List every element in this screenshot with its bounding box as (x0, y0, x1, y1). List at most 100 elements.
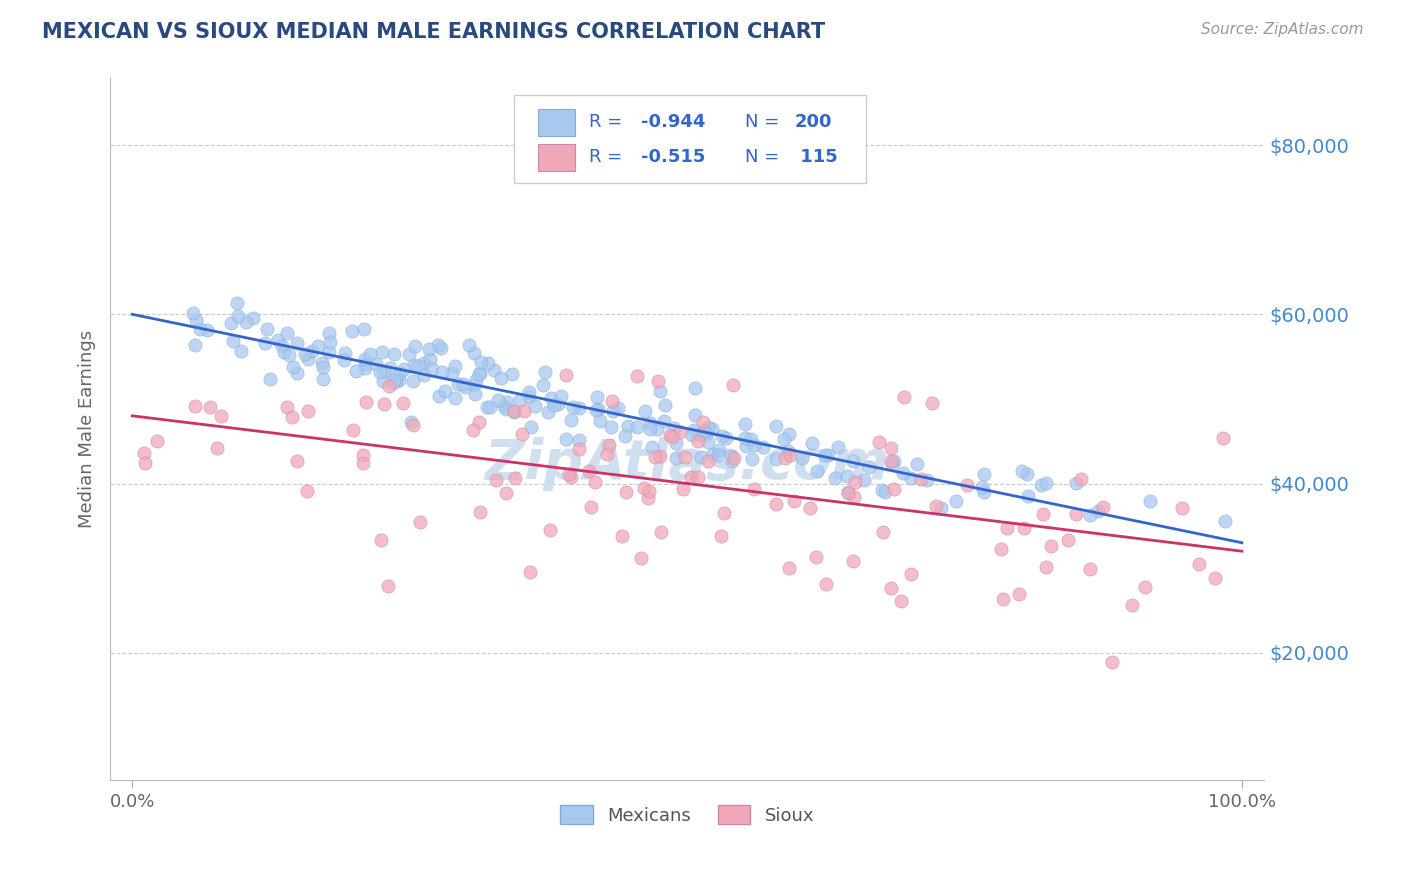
Point (1029, 477, 1052, 491)
Point (842, 490, 865, 504)
Point (700, 422, 723, 436)
Point (184, 399, 207, 413)
Point (872, 524, 894, 539)
Point (482, 363, 505, 377)
Point (242, 311, 264, 326)
Point (434, 384, 457, 399)
Point (537, 404, 560, 418)
Point (1204, 571, 1226, 585)
Point (389, 366, 412, 380)
Point (560, 469, 582, 483)
Point (184, 337, 207, 351)
Point (586, 390, 609, 404)
Point (1080, 508, 1102, 522)
Point (184, 312, 207, 326)
Point (392, 362, 415, 376)
Point (1135, 580, 1157, 594)
Point (235, 315, 257, 329)
Point (1039, 539, 1062, 553)
Point (492, 399, 515, 413)
Point (970, 480, 993, 494)
Point (744, 438, 766, 452)
Point (638, 422, 661, 436)
Point (647, 375, 669, 389)
Point (510, 426, 533, 441)
Point (695, 426, 717, 441)
Point (387, 373, 409, 387)
Point (413, 368, 436, 382)
Point (650, 524, 672, 539)
Point (373, 364, 395, 378)
Point (734, 417, 756, 431)
Point (470, 367, 492, 381)
Point (475, 400, 498, 414)
Point (256, 321, 278, 335)
Point (134, 456, 156, 470)
Point (734, 439, 756, 453)
Point (524, 399, 547, 413)
Text: N =: N = (745, 148, 785, 167)
Point (281, 359, 304, 374)
Point (496, 395, 519, 409)
Legend: Mexicans, Sioux: Mexicans, Sioux (551, 797, 824, 834)
Point (503, 404, 526, 418)
Text: N =: N = (745, 113, 785, 131)
Point (880, 454, 903, 468)
Point (683, 408, 706, 422)
Point (420, 361, 443, 376)
Point (686, 434, 709, 449)
Point (413, 356, 436, 370)
Point (312, 371, 335, 385)
Point (883, 454, 905, 468)
Point (710, 529, 733, 543)
Point (285, 335, 308, 350)
Point (891, 466, 914, 480)
Point (426, 338, 449, 352)
Point (879, 581, 901, 595)
Point (690, 450, 713, 465)
Point (1035, 559, 1057, 574)
Point (377, 579, 399, 593)
Point (765, 497, 787, 511)
Point (688, 470, 710, 484)
Point (801, 436, 824, 450)
Point (285, 366, 308, 380)
Point (276, 400, 298, 414)
Point (638, 483, 661, 498)
Point (742, 482, 765, 496)
Point (146, 434, 169, 449)
Point (602, 403, 624, 417)
Point (638, 416, 661, 430)
Point (868, 435, 890, 450)
Point (226, 309, 249, 323)
Point (1101, 655, 1123, 669)
Point (990, 542, 1012, 557)
Point (486, 393, 509, 408)
Point (648, 450, 671, 464)
Point (468, 505, 491, 519)
Point (1139, 494, 1161, 508)
Point (352, 448, 374, 462)
Y-axis label: Median Male Earnings: Median Male Earnings (79, 329, 96, 527)
Point (295, 483, 318, 498)
Point (665, 436, 688, 450)
Point (519, 566, 541, 580)
Point (567, 401, 589, 416)
Point (463, 346, 485, 360)
Point (1017, 489, 1039, 503)
Point (910, 472, 932, 486)
Point (993, 592, 1015, 607)
Point (554, 432, 576, 446)
Point (1032, 508, 1054, 522)
Point (503, 470, 526, 484)
Point (209, 409, 232, 423)
Point (353, 322, 375, 336)
Point (778, 443, 800, 458)
Point (1170, 501, 1192, 516)
Point (692, 415, 714, 429)
Point (806, 464, 828, 478)
Point (561, 400, 583, 414)
Point (720, 449, 742, 463)
Point (457, 338, 479, 352)
Point (470, 355, 492, 369)
